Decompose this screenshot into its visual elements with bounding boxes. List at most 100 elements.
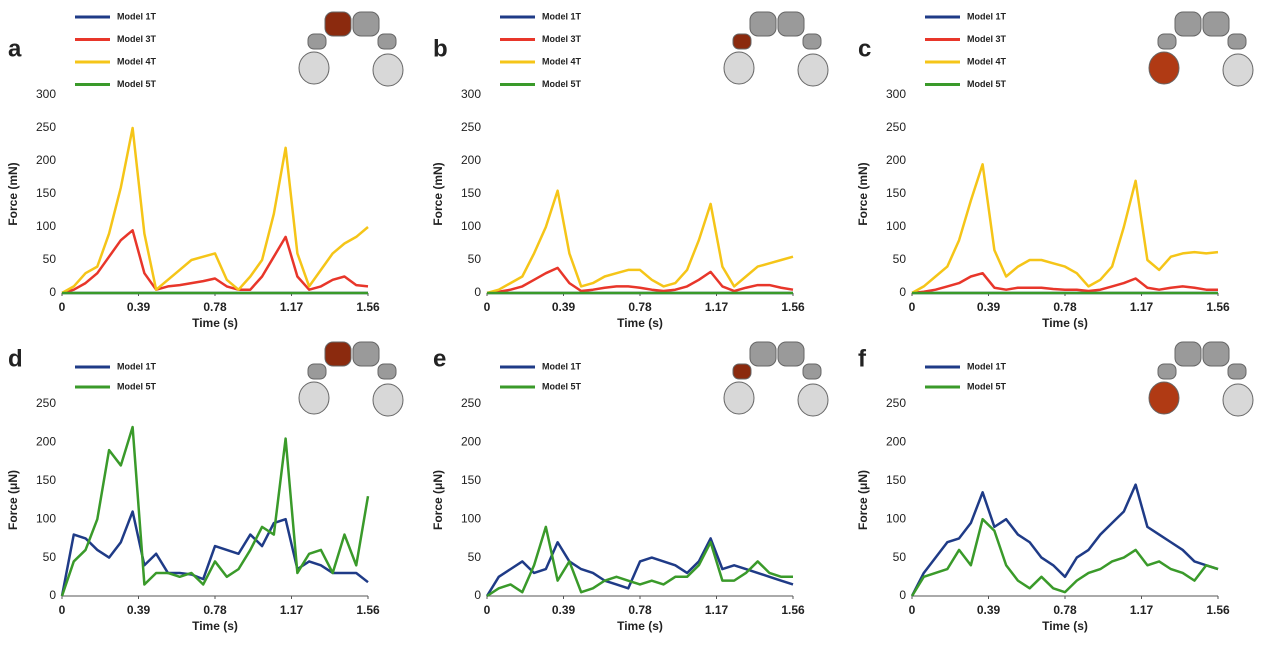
x-tick-label: 0.39 [127, 300, 151, 314]
tooth-icon [298, 341, 404, 417]
x-tick-label: 1.17 [1130, 603, 1154, 617]
y-tick-label: 0 [899, 588, 906, 602]
panel-label: d [8, 345, 23, 372]
y-tick-label: 200 [36, 435, 56, 449]
y-tick-label: 0 [49, 285, 56, 299]
tooth [777, 341, 805, 367]
y-axis-title: Force (μN) [6, 470, 20, 530]
x-tick-label: 0.39 [552, 603, 576, 617]
y-tick-label: 200 [36, 153, 56, 167]
y-axis-title: Force (mN) [856, 162, 870, 225]
series-line [911, 271, 1218, 295]
tooth [802, 363, 822, 380]
legend-label: Model 1T [967, 361, 1007, 371]
legend-label: Model 5T [967, 79, 1007, 89]
y-axis-title: Force (mN) [6, 162, 20, 225]
tooth-icon [298, 11, 404, 87]
x-tick-label: 1.56 [781, 603, 805, 617]
tooth [1157, 363, 1177, 380]
tooth [307, 33, 327, 50]
legend-label: Model 5T [542, 381, 582, 391]
tooth [1174, 11, 1202, 37]
legend-label: Model 3T [542, 34, 582, 44]
y-tick-label: 0 [474, 285, 481, 299]
y-tick-label: 250 [461, 120, 481, 134]
tooth [777, 11, 805, 37]
legend-label: Model 3T [117, 34, 157, 44]
tooth [1227, 363, 1247, 380]
y-tick-label: 50 [893, 252, 907, 266]
x-tick-label: 1.56 [356, 603, 380, 617]
y-tick-label: 250 [461, 396, 481, 410]
x-tick-label: 0 [909, 603, 916, 617]
y-axis-title: Force (μN) [431, 470, 445, 530]
x-tick-label: 0.78 [203, 603, 227, 617]
y-tick-label: 50 [468, 252, 482, 266]
y-tick-label: 150 [461, 186, 481, 200]
tooth [1157, 33, 1177, 50]
tooth [802, 33, 822, 50]
tooth [377, 33, 397, 50]
x-tick-label: 0.78 [203, 300, 227, 314]
y-tick-label: 150 [36, 473, 56, 487]
x-axis-title: Time (s) [1042, 619, 1088, 633]
tooth [352, 11, 380, 37]
panel-label: a [8, 35, 22, 62]
x-tick-label: 0.39 [977, 300, 1001, 314]
x-tick-label: 0.39 [977, 603, 1001, 617]
tooth [749, 341, 777, 367]
panel-label: f [858, 345, 867, 372]
x-tick-label: 0.78 [1053, 300, 1077, 314]
x-tick-label: 1.56 [1206, 300, 1230, 314]
x-tick-label: 0.39 [127, 603, 151, 617]
tooth [372, 383, 404, 417]
y-tick-label: 50 [468, 550, 482, 564]
y-tick-label: 100 [886, 511, 906, 525]
y-tick-label: 50 [43, 550, 57, 564]
x-axis-title: Time (s) [1042, 316, 1088, 330]
tooth [324, 11, 352, 37]
tooth [797, 53, 829, 87]
y-tick-label: 300 [36, 87, 56, 101]
tooth-icon [1148, 11, 1254, 87]
legend-label: Model 3T [967, 34, 1007, 44]
y-tick-label: 250 [36, 396, 56, 410]
tooth [797, 383, 829, 417]
y-tick-label: 150 [886, 186, 906, 200]
legend-label: Model 5T [967, 381, 1007, 391]
y-tick-label: 250 [886, 120, 906, 134]
legend-label: Model 1T [542, 361, 582, 371]
tooth [723, 51, 755, 85]
legend-label: Model 1T [117, 11, 157, 21]
y-axis-title: Force (mN) [431, 162, 445, 225]
series-line [60, 425, 370, 597]
legend-label: Model 1T [542, 11, 582, 21]
x-tick-label: 0 [59, 603, 66, 617]
x-tick-label: 1.17 [1130, 300, 1154, 314]
x-tick-label: 0.78 [628, 603, 652, 617]
tooth [1202, 11, 1230, 37]
tooth [1227, 33, 1247, 50]
tooth [732, 33, 752, 50]
tooth [723, 381, 755, 415]
series-line [61, 229, 369, 295]
tooth [377, 363, 397, 380]
series-line [911, 163, 1219, 295]
x-tick-label: 1.56 [1206, 603, 1230, 617]
tooth-icon [1148, 341, 1254, 417]
y-tick-label: 200 [461, 435, 481, 449]
y-tick-label: 150 [886, 473, 906, 487]
legend-label: Model 4T [117, 56, 157, 66]
x-axis-title: Time (s) [617, 619, 663, 633]
tooth [749, 11, 777, 37]
y-tick-label: 0 [474, 588, 481, 602]
series-line [485, 537, 794, 597]
y-axis-title: Force (μN) [856, 470, 870, 530]
x-tick-label: 1.56 [356, 300, 380, 314]
tooth [1202, 341, 1230, 367]
x-tick-label: 1.17 [280, 603, 304, 617]
y-tick-label: 200 [886, 153, 906, 167]
y-tick-label: 100 [36, 219, 56, 233]
x-axis-title: Time (s) [192, 619, 238, 633]
